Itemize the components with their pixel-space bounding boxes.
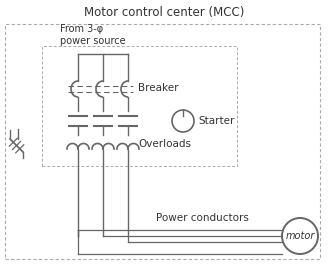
Text: From 3-φ
power source: From 3-φ power source bbox=[60, 24, 126, 46]
Text: Power conductors: Power conductors bbox=[156, 213, 249, 223]
Bar bbox=[42, 46, 237, 166]
Text: Motor control center (MCC): Motor control center (MCC) bbox=[84, 6, 244, 19]
Text: Starter: Starter bbox=[198, 116, 235, 126]
Text: Overloads: Overloads bbox=[138, 139, 191, 149]
Bar bbox=[5, 24, 320, 259]
Text: motor: motor bbox=[285, 231, 315, 241]
Text: Breaker: Breaker bbox=[138, 83, 178, 93]
